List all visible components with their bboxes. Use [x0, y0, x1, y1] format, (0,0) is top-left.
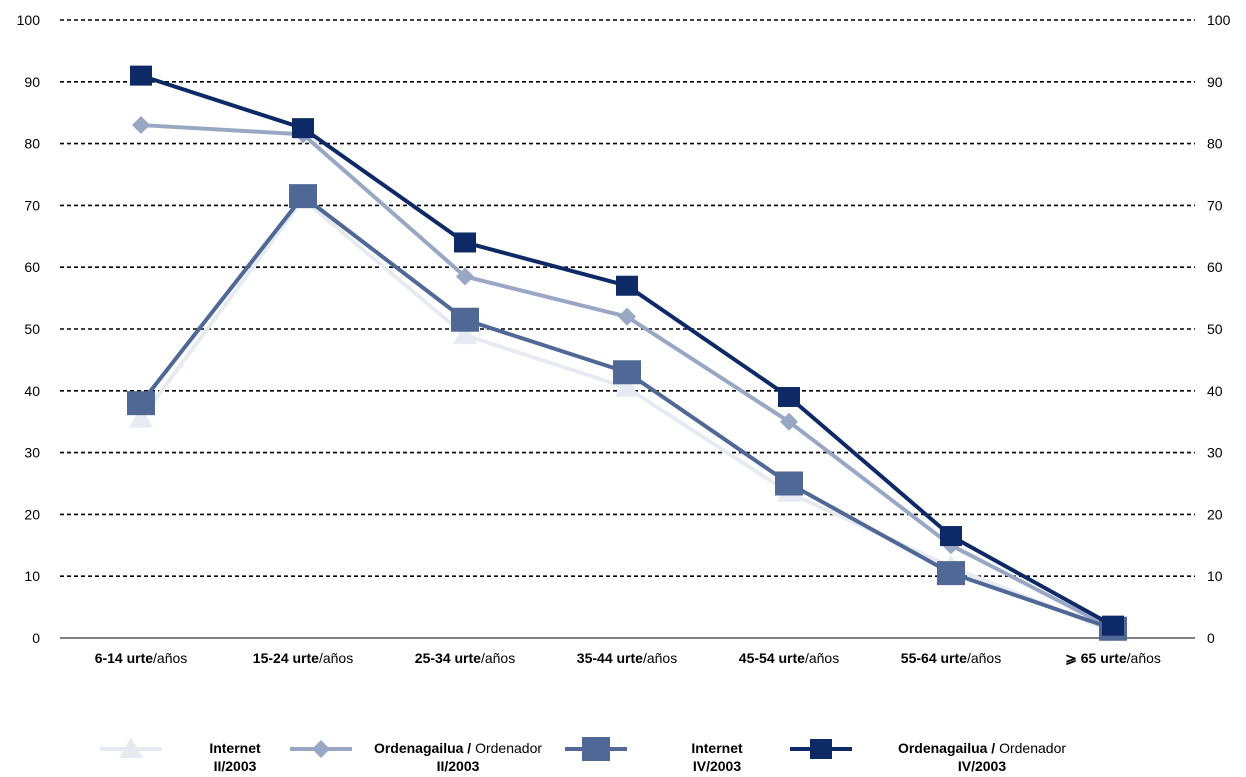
y-tick-label-left: 10: [24, 568, 40, 584]
legend: Internet II/2003 Ordenagailua / Ordenador I…: [100, 737, 1066, 774]
y-tick-label-right: 20: [1207, 506, 1223, 522]
x-axis: 6-14 urte/años 15-24 urte/años 25-34 urte/…: [95, 650, 1161, 666]
grid-lines: [60, 19, 1195, 639]
series-line-internet_ii: [139, 197, 1114, 634]
legend-period: II/2003: [437, 758, 480, 774]
legend-swatch-marker: [119, 737, 143, 758]
data-point-ordenador_iv: [292, 118, 314, 139]
y-tick-label-left: 60: [24, 259, 40, 275]
y-tick-label-right: 70: [1207, 197, 1223, 213]
y-tick-label-right: 90: [1207, 74, 1223, 90]
legend-label: Ordenagailua / Ordenador: [898, 740, 1066, 756]
y-tick-label-left: 90: [24, 74, 40, 90]
legend-item-internet_ii: Internet II/2003: [100, 737, 261, 774]
legend-item-internet_iv: Internet IV/2003: [565, 737, 743, 774]
x-tick-label: ⩾ 65 urte/años: [1065, 650, 1161, 666]
data-point-internet_ii: [453, 323, 477, 345]
data-point-ordenador_iv: [130, 65, 152, 86]
data-point-ordenador_ii: [780, 412, 798, 431]
data-point-internet_ii: [615, 375, 639, 397]
data-point-ordenador_ii: [132, 116, 150, 135]
legend-swatch-marker: [582, 737, 610, 761]
data-point-ordenador_iv: [1102, 615, 1124, 636]
data-point-ordenador_iv: [940, 526, 962, 547]
series-line-internet_iv: [139, 194, 1114, 631]
legend-item-ordenador_iv: Ordenagailua / Ordenador IV/2003: [790, 739, 1066, 774]
y-tick-label-left: 30: [24, 445, 40, 461]
y-tick-label-left: 20: [24, 506, 40, 522]
series-line-ordenador_iv: [140, 73, 1114, 628]
y-tick-label-left: 50: [24, 321, 40, 337]
y-tick-label-left: 40: [24, 383, 40, 399]
data-point-internet_ii: [129, 406, 153, 428]
y-tick-label-left: 80: [24, 136, 40, 152]
series-group: [127, 65, 1127, 641]
data-point-ordenador_iv: [616, 275, 638, 296]
y-tick-label-left: 70: [24, 197, 40, 213]
y-tick-label-right: 50: [1207, 321, 1223, 337]
legend-swatch-marker: [810, 739, 832, 759]
series-ordenador_iv: [130, 65, 1124, 636]
y-tick-label-left: 0: [32, 630, 40, 646]
data-point-internet_iv: [127, 391, 155, 416]
y-tick-label-right: 80: [1207, 136, 1223, 152]
legend-period: II/2003: [214, 758, 257, 774]
y-axis-left: 0 10 20 30 40 50 60 70 80 90 100: [17, 12, 41, 646]
y-axis-right: 0 10 20 30 40 50 60 70 80 90 100: [1207, 12, 1231, 646]
x-tick-label: 25-34 urte/años: [415, 650, 515, 666]
legend-label: Internet: [691, 740, 743, 756]
legend-period: IV/2003: [693, 758, 741, 774]
y-tick-label-right: 10: [1207, 568, 1223, 584]
series-internet_ii: [129, 187, 1125, 641]
data-point-internet_iv: [775, 471, 803, 496]
legend-swatch-marker: [312, 740, 330, 758]
x-tick-label: 45-54 urte/años: [739, 650, 839, 666]
x-tick-label: 35-44 urte/años: [577, 650, 677, 666]
y-tick-label-left: 100: [17, 12, 41, 28]
x-tick-label: 15-24 urte/años: [253, 650, 353, 666]
y-tick-label-right: 100: [1207, 12, 1231, 28]
legend-period: IV/2003: [958, 758, 1006, 774]
data-point-ordenador_ii: [618, 307, 636, 326]
y-tick-label-right: 30: [1207, 445, 1223, 461]
data-point-internet_iv: [937, 561, 965, 586]
y-tick-label-right: 60: [1207, 259, 1223, 275]
y-tick-label-right: 0: [1207, 630, 1215, 646]
x-tick-label: 6-14 urte/años: [95, 650, 188, 666]
data-point-internet_iv: [451, 307, 479, 332]
data-point-internet_iv: [613, 360, 641, 385]
legend-label: Internet: [209, 740, 261, 756]
data-point-internet_iv: [289, 184, 317, 209]
data-point-ordenador_iv: [454, 232, 476, 253]
series-internet_iv: [127, 184, 1127, 641]
data-point-ordenador_iv: [778, 386, 800, 407]
legend-item-ordenador_ii: Ordenagailua / Ordenador II/2003: [290, 740, 542, 774]
legend-label: Ordenagailua / Ordenador: [374, 740, 542, 756]
x-tick-label: 55-64 urte/años: [901, 650, 1001, 666]
y-tick-label-right: 40: [1207, 383, 1223, 399]
data-point-ordenador_ii: [456, 267, 474, 286]
